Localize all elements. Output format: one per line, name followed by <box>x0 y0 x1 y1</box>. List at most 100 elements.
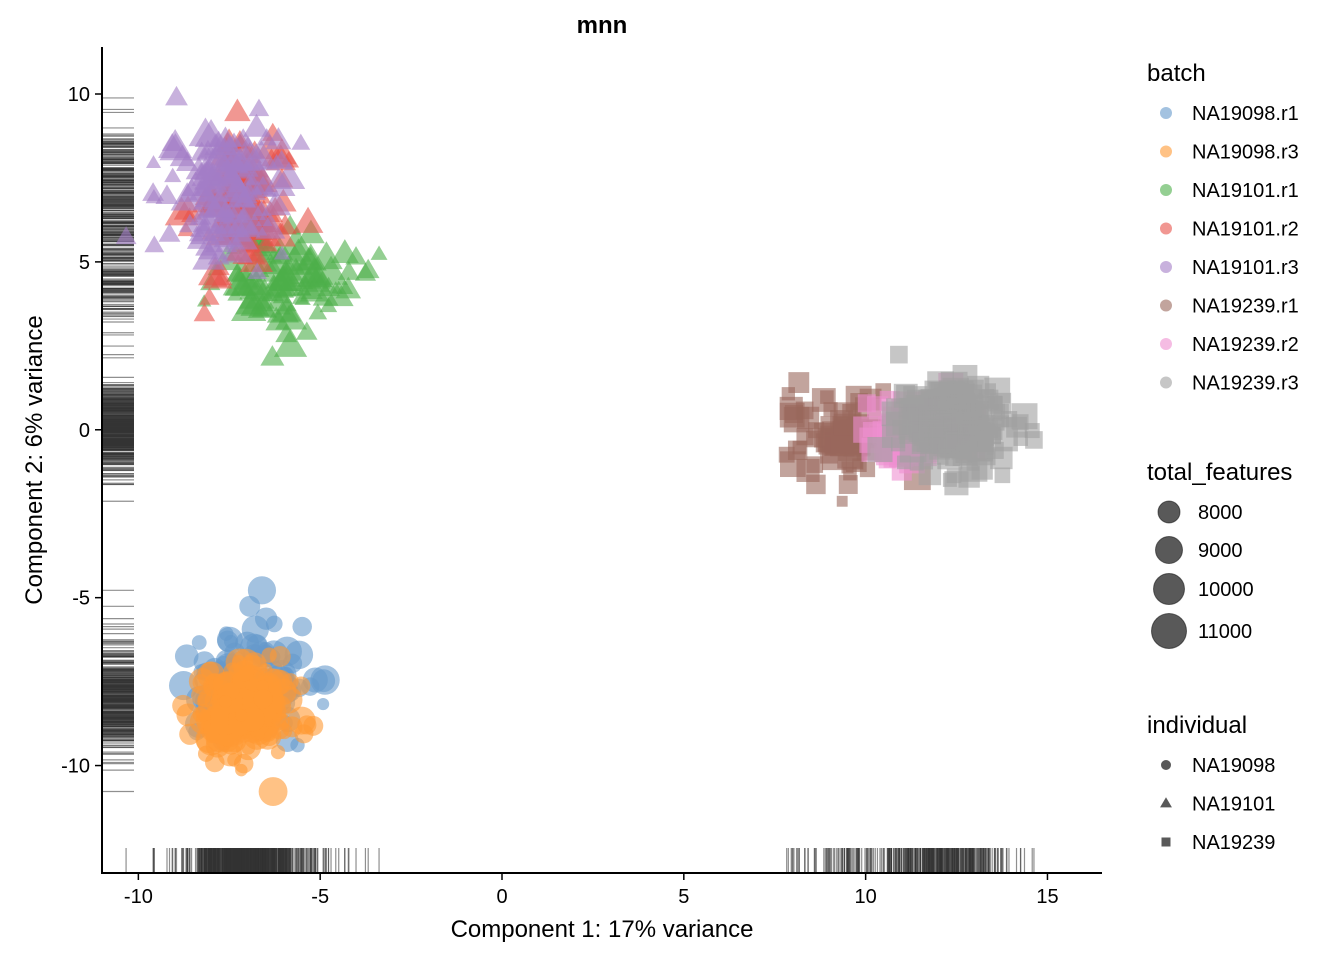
data-point <box>308 303 328 320</box>
data-point <box>191 635 207 650</box>
y-tick-label: 0 <box>79 420 90 442</box>
data-point <box>783 406 810 433</box>
data-point <box>893 383 918 408</box>
y-tick-label: 10 <box>68 84 90 106</box>
legend-size-key <box>1155 536 1183 564</box>
data-point <box>204 130 234 156</box>
legend-batch-label: NA19101.r1 <box>1192 180 1299 202</box>
data-point <box>179 213 201 233</box>
data-point <box>857 394 876 413</box>
data-point <box>944 471 969 496</box>
legend-size-label: 8000 <box>1198 502 1243 524</box>
data-point <box>292 206 324 233</box>
legend-batch-key <box>1160 299 1172 312</box>
data-point <box>269 259 302 287</box>
legend-batch-entries: NA19098.r1 NA19098.r3 NA19101.r1 NA19101.r2… <box>1160 103 1299 395</box>
data-point <box>155 184 179 205</box>
data-point <box>823 402 838 417</box>
axes <box>101 47 1102 874</box>
legend-title-shape: individual <box>1147 712 1247 739</box>
x-tick-label: 10 <box>855 886 877 908</box>
data-point <box>859 461 876 478</box>
legend-batch-key <box>1160 222 1172 235</box>
data-point <box>312 283 339 306</box>
legend-batch-label: NA19098.r1 <box>1192 103 1299 125</box>
x-tick-label: 15 <box>1036 886 1058 908</box>
data-point <box>830 432 855 457</box>
data-point <box>370 245 388 260</box>
y-ticks: -10 -5 0 5 10 <box>61 84 102 778</box>
data-point <box>262 668 291 697</box>
data-point <box>256 679 269 693</box>
data-point <box>918 462 942 486</box>
data-point <box>1001 417 1013 429</box>
legend-size-label: 10000 <box>1198 579 1254 601</box>
data-point <box>200 661 219 680</box>
data-point <box>354 262 377 281</box>
data-point <box>265 127 292 150</box>
data-point <box>980 403 992 416</box>
data-point <box>984 383 996 395</box>
legend-shape-label: NA19239 <box>1192 832 1275 854</box>
data-point <box>233 660 255 682</box>
data-point <box>345 246 367 265</box>
x-tick-label: 0 <box>496 886 507 908</box>
data-point <box>264 273 283 290</box>
data-point <box>144 235 165 253</box>
legend-title-size: total_features <box>1147 459 1292 486</box>
data-point <box>194 156 218 176</box>
data-point <box>142 182 165 201</box>
legend-size-key <box>1151 613 1187 649</box>
x-tick-label: -5 <box>311 886 329 908</box>
data-point <box>273 245 291 260</box>
data-point <box>928 381 955 409</box>
legend-title-batch: batch <box>1147 60 1206 87</box>
data-point <box>994 467 1011 484</box>
legend-batch-key <box>1160 338 1172 350</box>
data-point <box>159 133 192 161</box>
data-point <box>174 644 199 668</box>
data-point <box>222 176 253 203</box>
data-point <box>952 440 978 467</box>
data-point <box>193 302 216 322</box>
legend-batch-label: NA19239.r1 <box>1192 296 1299 318</box>
data-point <box>273 328 308 357</box>
data-point <box>918 406 943 432</box>
data-point <box>261 189 292 216</box>
data-point <box>279 226 313 255</box>
legend-batch-key <box>1160 145 1172 158</box>
legend-shape-key <box>1160 797 1172 808</box>
data-point <box>780 451 806 478</box>
data-point <box>243 113 271 137</box>
data-point <box>284 640 314 670</box>
legend-batch-label: NA19101.r2 <box>1192 219 1299 241</box>
legend-batch-label: NA19239.r2 <box>1192 334 1299 356</box>
legend-batch-key <box>1160 184 1172 196</box>
data-point <box>781 387 795 401</box>
data-point <box>292 616 312 637</box>
rug-marks <box>102 97 1035 873</box>
data-point <box>188 218 216 242</box>
data-point <box>258 777 288 806</box>
y-tick-label: -10 <box>61 756 90 778</box>
data-point <box>260 345 285 366</box>
data-point <box>236 194 266 220</box>
data-points <box>115 85 1043 806</box>
data-point <box>312 669 336 693</box>
y-axis-title: Component 2: 6% variance <box>21 315 48 605</box>
data-point <box>145 155 162 168</box>
x-tick-label: 5 <box>678 886 689 908</box>
legend-shape-key <box>1161 837 1171 847</box>
data-point <box>245 160 274 185</box>
data-point <box>806 430 823 448</box>
data-point <box>838 475 858 494</box>
data-point <box>272 161 306 189</box>
data-point <box>967 384 982 400</box>
legend-size-entries: 8000 9000 10000 11000 <box>1151 500 1254 649</box>
data-point <box>210 272 228 287</box>
data-point <box>247 262 267 279</box>
data-point <box>158 223 181 242</box>
legend-size-key <box>1157 500 1181 524</box>
legend-batch-label: NA19101.r3 <box>1192 257 1299 279</box>
